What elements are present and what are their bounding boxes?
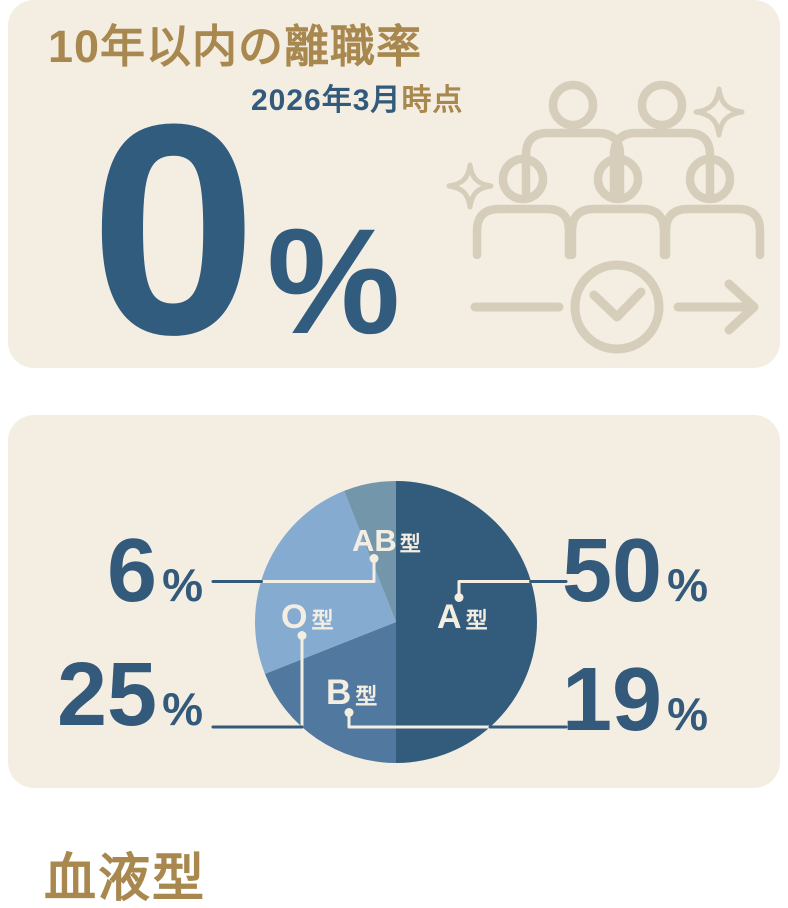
as-of-date: 2026年3月時点 [251, 86, 463, 116]
turnover-rate-number: 0 [90, 61, 257, 397]
turnover-title: 10年以内の離職率 [48, 21, 423, 72]
turnover-rate-value: 0% [90, 79, 400, 379]
bloodtype-title: 血液型 [44, 850, 207, 908]
turnover-rate-percent-sign: % [266, 197, 401, 365]
as-of-date-suffix: 時点 [401, 84, 464, 117]
bloodtype-card: 血液型 [8, 415, 780, 908]
turnover-card: 10年以内の離職率 2026年3月時点 0% [8, 0, 780, 379]
as-of-date-value: 2026年3月 [251, 84, 402, 117]
